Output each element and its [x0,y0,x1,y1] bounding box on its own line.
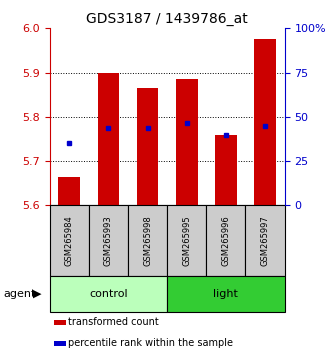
Bar [50,205,89,276]
Bar [54,341,66,346]
Text: light: light [213,289,238,299]
Bar [167,276,285,312]
Text: GSM265997: GSM265997 [260,215,269,266]
Bar [137,88,158,205]
Bar [128,205,167,276]
Bar [246,205,285,276]
Text: GSM265993: GSM265993 [104,215,113,266]
Text: GSM265995: GSM265995 [182,215,191,266]
Text: GSM265996: GSM265996 [221,215,230,266]
Text: GSM265984: GSM265984 [65,215,74,266]
Text: percentile rank within the sample: percentile rank within the sample [69,338,233,348]
Bar [98,73,119,205]
Bar [215,135,237,205]
Text: GSM265998: GSM265998 [143,215,152,266]
Text: control: control [89,289,128,299]
Bar [167,205,206,276]
Bar [176,79,198,205]
Text: ▶: ▶ [33,289,42,299]
Bar [206,205,246,276]
Text: agent: agent [3,289,36,299]
Title: GDS3187 / 1439786_at: GDS3187 / 1439786_at [86,12,248,26]
Bar [59,177,80,205]
Bar [50,276,167,312]
Bar [89,205,128,276]
Bar [254,39,276,205]
Text: transformed count: transformed count [69,317,159,327]
Bar [54,320,66,325]
